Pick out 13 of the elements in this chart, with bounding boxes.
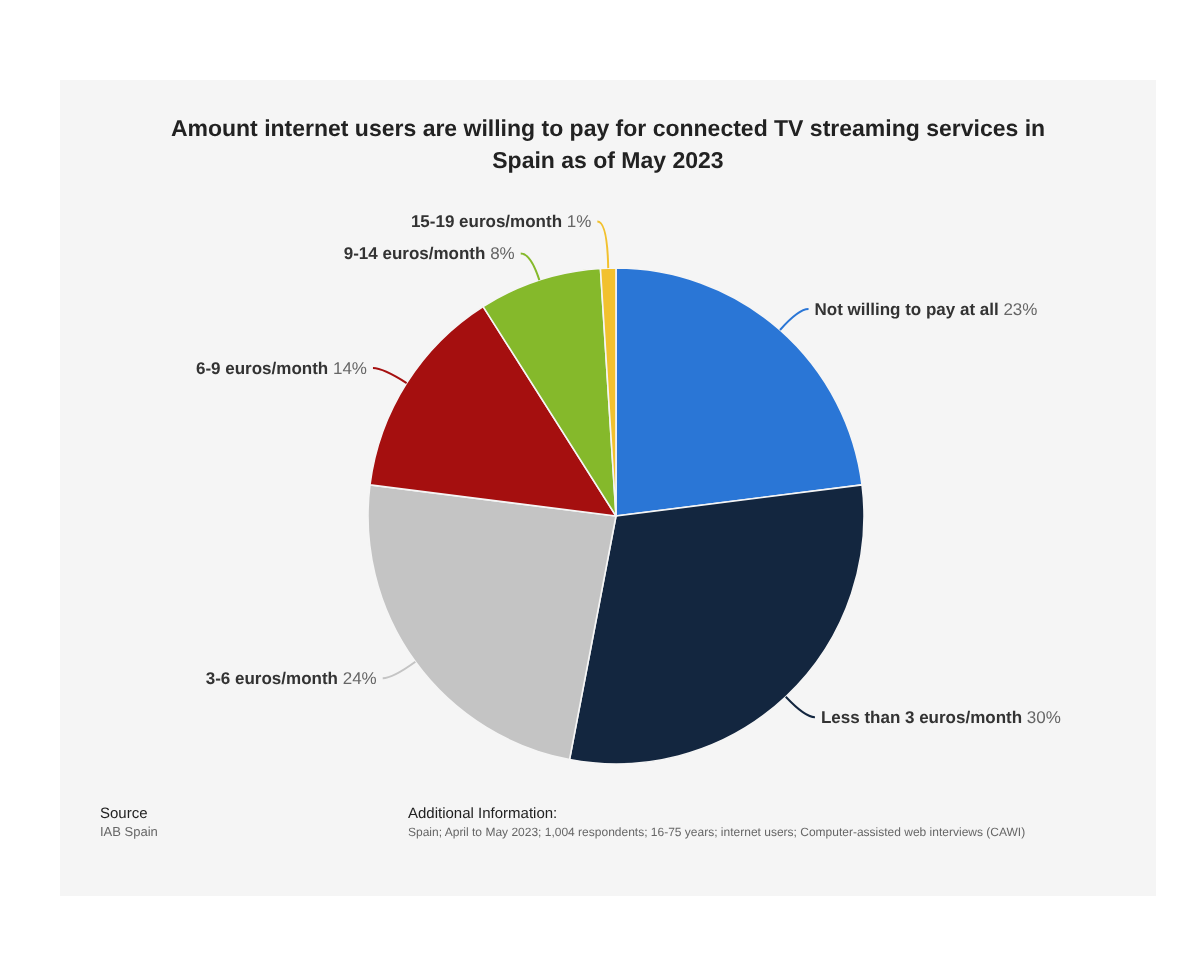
slice-label: 3-6 euros/month	[205, 668, 338, 689]
slice-label: 9-14 euros/month	[343, 243, 486, 264]
data-label: 23%	[998, 298, 1039, 319]
slice-label: Less than 3 euros/month	[820, 707, 1023, 728]
slice-label: 6-9 euros/month	[195, 358, 329, 379]
slice-label: Not willing to pay at all	[814, 298, 999, 319]
data-label: 24%	[337, 668, 378, 689]
data-label: 30%	[1022, 707, 1062, 728]
data-label: 8%	[485, 243, 516, 264]
data-label: 1%	[562, 211, 593, 232]
chart-title: Amount internet users are willing to pay for connected TV streaming services in Spain as of May 2023	[170, 118, 1046, 174]
slice-label: 15-19 euros/month	[410, 211, 563, 232]
data-label: 14%	[328, 358, 368, 379]
